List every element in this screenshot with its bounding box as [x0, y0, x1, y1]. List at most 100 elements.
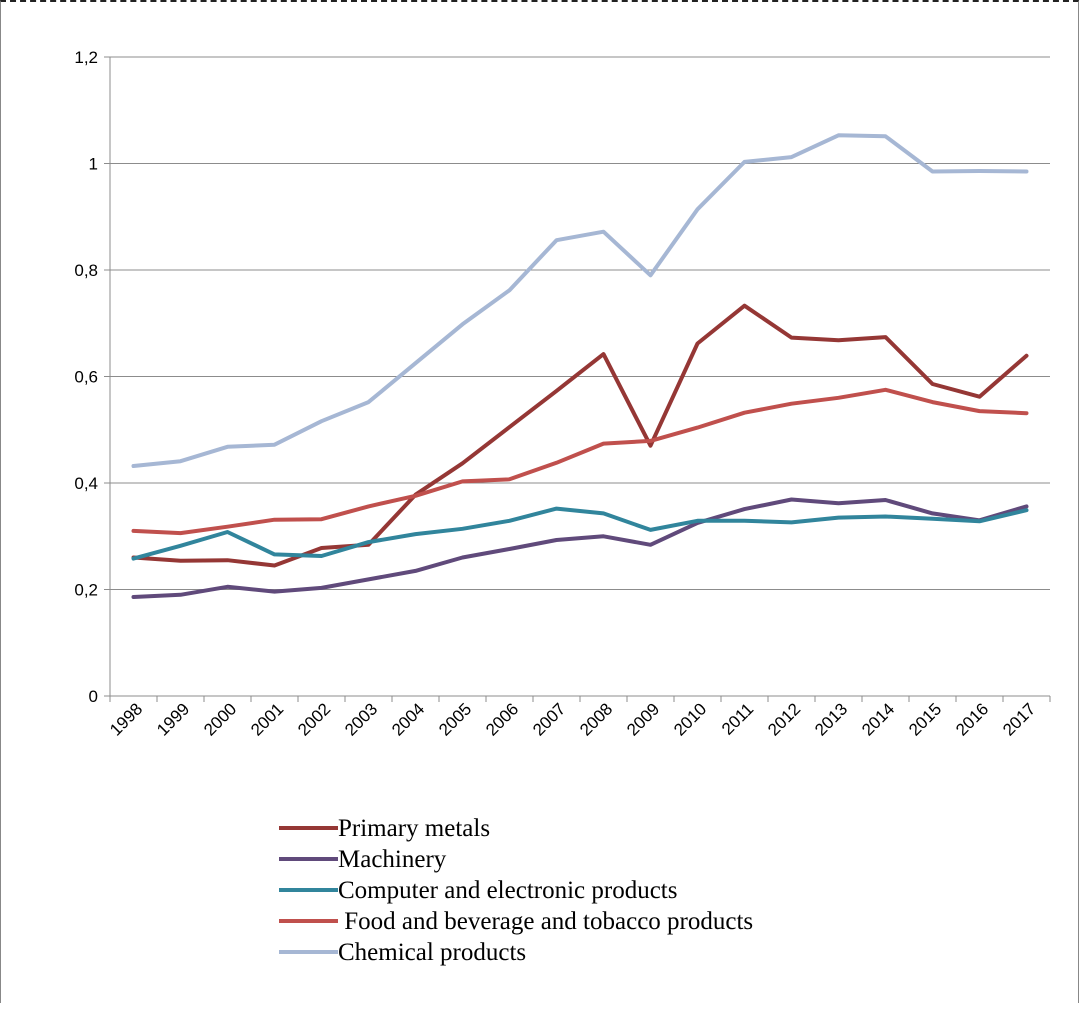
x-tick-label: 2004 — [388, 699, 428, 739]
series-line — [131, 303, 1029, 568]
data-point — [367, 578, 370, 581]
x-tick-labels: 1998 1999 2000 2001 2002 2003 2004 2005 2006 2007… — [106, 699, 1039, 739]
x-tick-label: 2016 — [952, 699, 992, 739]
data-point — [320, 420, 323, 423]
data-point — [132, 557, 135, 560]
data-point — [978, 169, 981, 172]
x-tick-label: 2011 — [718, 699, 757, 738]
data-point — [179, 460, 182, 463]
data-point — [461, 556, 464, 559]
x-tick-label: 2003 — [341, 699, 381, 739]
data-point — [414, 362, 417, 365]
data-point — [696, 426, 699, 429]
data-point — [320, 546, 323, 549]
data-point — [978, 410, 981, 413]
data-point — [696, 519, 699, 522]
x-tick-label: 2012 — [764, 699, 804, 739]
data-point — [602, 442, 605, 445]
y-tick-labels: 0 0,2 0,4 0,6 0,8 1 1,2 — [74, 48, 98, 706]
data-point — [508, 289, 511, 292]
y-tick-label: 0,8 — [74, 261, 98, 280]
data-point — [602, 353, 605, 356]
x-tick-label: 2006 — [482, 699, 522, 739]
data-point — [367, 505, 370, 508]
data-point — [931, 517, 934, 520]
data-point — [931, 512, 934, 515]
x-tick-label: 2017 — [999, 699, 1039, 739]
y-tick-label: 0,6 — [74, 368, 98, 387]
data-point — [837, 339, 840, 342]
data-point — [508, 426, 511, 429]
data-point — [273, 564, 276, 567]
x-tick-label: 2000 — [200, 699, 240, 739]
legend: Primary metals Machinery Computer and elec… — [279, 815, 753, 966]
data-point — [743, 411, 746, 414]
data-point — [837, 396, 840, 399]
data-point — [931, 382, 934, 385]
data-point — [132, 464, 135, 467]
data-point — [837, 502, 840, 505]
data-point — [649, 439, 652, 442]
data-point — [790, 498, 793, 501]
data-point — [179, 532, 182, 535]
data-point — [508, 548, 511, 551]
y-tick-label: 0 — [89, 687, 98, 706]
data-point — [226, 530, 229, 533]
legend-label: Chemical products — [338, 939, 526, 966]
data-point — [461, 527, 464, 530]
data-point — [555, 389, 558, 392]
data-point — [743, 304, 746, 307]
data-point — [226, 585, 229, 588]
y-tick-label: 1,2 — [74, 48, 98, 67]
data-point — [273, 590, 276, 593]
series-line — [131, 506, 1029, 561]
data-point — [179, 544, 182, 547]
data-point — [602, 230, 605, 233]
data-point — [602, 512, 605, 515]
data-point — [132, 595, 135, 598]
data-point — [649, 274, 652, 277]
data-point — [696, 342, 699, 345]
data-point — [226, 445, 229, 448]
legend-label: Computer and electronic products — [338, 877, 677, 904]
y-tick-label: 0,2 — [74, 581, 98, 600]
x-tick-label: 2005 — [435, 699, 475, 739]
data-point — [132, 529, 135, 532]
data-point — [555, 239, 558, 242]
legend-label: Food and beverage and tobacco products — [338, 908, 753, 935]
data-point — [273, 443, 276, 446]
data-point — [273, 518, 276, 521]
data-point — [1025, 354, 1028, 357]
data-point — [367, 401, 370, 404]
data-point — [837, 134, 840, 137]
data-point — [414, 569, 417, 572]
data-point — [320, 586, 323, 589]
legend-label: Primary metals — [338, 815, 490, 842]
data-point — [1025, 412, 1028, 415]
series-line — [131, 133, 1029, 468]
x-tick-label: 2008 — [576, 699, 616, 739]
data-point — [320, 518, 323, 521]
series-lines — [131, 133, 1029, 599]
x-tick-label: 2001 — [247, 699, 287, 739]
data-point — [743, 508, 746, 511]
data-point — [743, 160, 746, 163]
x-tick-label: 2009 — [623, 699, 663, 739]
x-tick-label: 2015 — [905, 699, 945, 739]
data-point — [649, 444, 652, 447]
data-point — [790, 156, 793, 159]
data-point — [790, 402, 793, 405]
data-point — [179, 559, 182, 562]
data-point — [790, 336, 793, 339]
x-tick-label: 2007 — [529, 699, 569, 739]
data-point — [649, 528, 652, 531]
data-point — [555, 507, 558, 510]
data-point — [790, 521, 793, 524]
data-point — [367, 541, 370, 544]
axes — [104, 56, 1051, 702]
data-point — [508, 519, 511, 522]
x-tick-label: 2002 — [294, 699, 334, 739]
data-point — [602, 535, 605, 538]
data-point — [978, 520, 981, 523]
data-point — [837, 516, 840, 519]
